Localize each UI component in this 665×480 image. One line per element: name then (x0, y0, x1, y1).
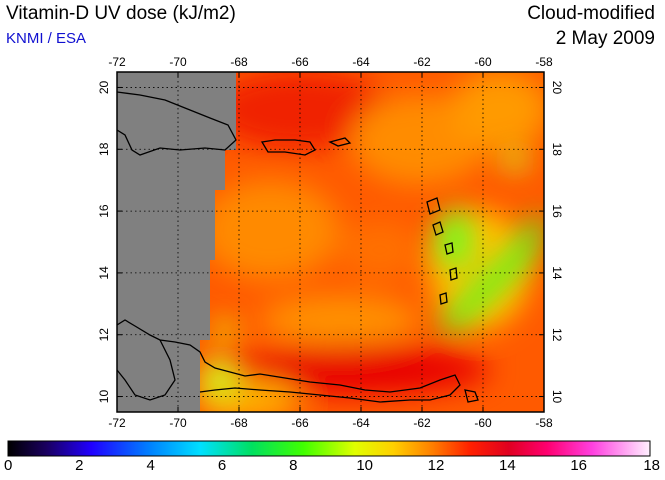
data-source-label: KNMI / ESA (6, 30, 87, 47)
right-lat-tick-label: 20 (550, 81, 564, 95)
no-data-region (117, 72, 236, 412)
left-lat-tick-label: 18 (97, 142, 111, 156)
coastlines (117, 91, 479, 403)
right-lat-tick-label: 12 (550, 328, 564, 342)
map-title: Vitamin-D UV dose (kJ/m2) (6, 3, 236, 24)
colorbar-tick-label: 2 (75, 457, 84, 474)
bottom-lon-tick-label: -72 (108, 416, 126, 430)
right-lat-tick-label: 18 (550, 143, 564, 157)
left-lat-tick-label: 12 (97, 328, 111, 342)
top-lon-tick-label: -70 (169, 55, 187, 69)
date-label: 2 May 2009 (555, 28, 655, 49)
top-lon-tick-label: -58 (535, 55, 553, 69)
top-lon-tick-label: -62 (413, 55, 431, 69)
colorbar-tick-label: 18 (643, 457, 660, 474)
bottom-lon-tick-label: -62 (413, 416, 431, 430)
bottom-lon-tick-label: -60 (474, 416, 492, 430)
map-gridlines (117, 72, 544, 412)
top-lon-tick-label: -66 (291, 55, 309, 69)
product-mode-label: Cloud-modified (527, 3, 655, 24)
bottom-lon-tick-label: -70 (169, 416, 187, 430)
colorbar-tick-label: 12 (427, 457, 445, 474)
colorbar-tick-label: 8 (289, 457, 298, 474)
uv-dose-field (117, 72, 544, 412)
left-lat-tick-label: 16 (97, 204, 111, 218)
left-lat-tick-label: 10 (97, 390, 111, 404)
right-lat-tick-label: 10 (550, 390, 564, 404)
right-lat-tick-label: 14 (550, 266, 564, 280)
colorbar-tick-label: 4 (146, 457, 155, 474)
colorbar (7, 440, 651, 457)
right-lat-tick-label: 16 (550, 204, 564, 218)
map-ticks: -72 -72 -70 -70 -68 -68 -66 -66 -64 -64 -62 -62 -60 -… (97, 55, 564, 430)
bottom-lon-tick-label: -68 (230, 416, 248, 430)
colorbar-tick-label: 10 (356, 457, 373, 474)
left-lat-tick-label: 20 (97, 80, 111, 94)
map-frame (116, 71, 545, 413)
left-lat-tick-label: 14 (97, 266, 111, 280)
top-lon-tick-label: -72 (108, 55, 126, 69)
top-lon-tick-label: -68 (230, 55, 248, 69)
colorbar-tick-label: 16 (570, 457, 587, 474)
bottom-lon-tick-label: -58 (535, 416, 553, 430)
bottom-lon-tick-label: -66 (291, 416, 309, 430)
colorbar-tick-label: 14 (498, 457, 516, 474)
colorbar-tick-label: 6 (217, 457, 227, 474)
bottom-lon-tick-label: -64 (352, 416, 370, 430)
top-lon-tick-label: -60 (474, 55, 492, 69)
top-lon-tick-label: -64 (352, 55, 370, 69)
colorbar-tick-label: 0 (4, 457, 13, 474)
